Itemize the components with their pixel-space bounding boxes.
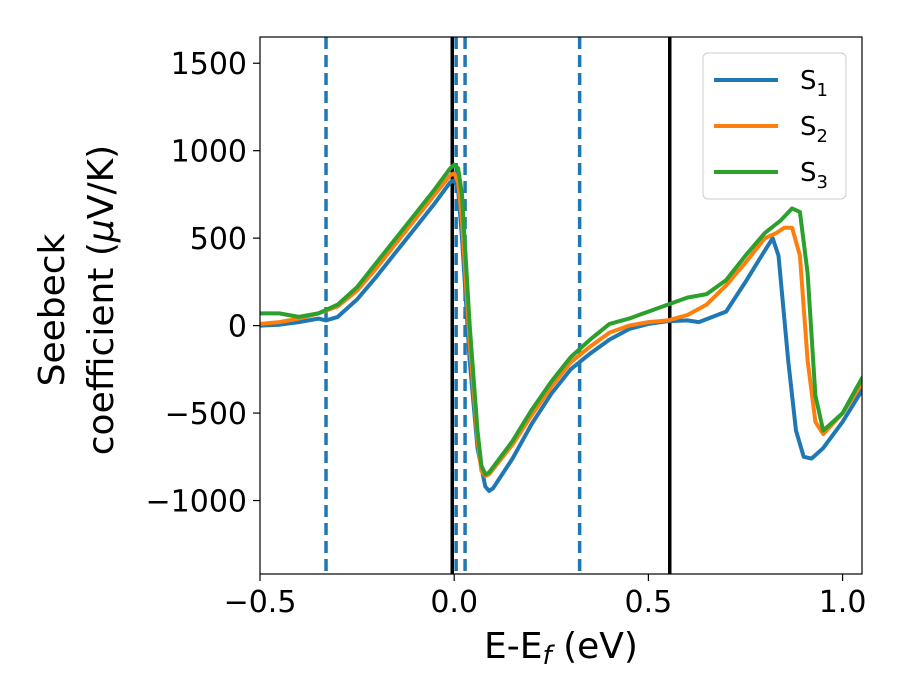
series-line-S2 bbox=[260, 171, 862, 478]
legend-label-main: S bbox=[800, 158, 817, 188]
plot-frame bbox=[259, 36, 863, 575]
y-tick-label: 500 bbox=[190, 222, 247, 257]
legend-label-sub: 1 bbox=[817, 80, 828, 101]
y-tick-label: 1500 bbox=[171, 47, 247, 82]
legend-label-main: S bbox=[800, 66, 817, 96]
legend-label-S1: S1 bbox=[800, 66, 828, 101]
x-tick-label: 0.5 bbox=[625, 585, 673, 620]
series-line-S3 bbox=[260, 162, 862, 477]
y-tick-label: −500 bbox=[165, 397, 247, 432]
y-tick-label: −1000 bbox=[146, 485, 247, 520]
x-axis-label-suffix: (eV) bbox=[552, 626, 638, 667]
series-line-S1 bbox=[260, 178, 862, 493]
legend-label-sub: 2 bbox=[817, 126, 828, 147]
y-axis-label-line2: coefficient ( bbox=[81, 242, 122, 455]
y-axis-label-2: coefficient (μV/K) bbox=[81, 145, 122, 455]
x-axis-label: E-Ef (eV) bbox=[484, 626, 638, 671]
legend-label-S3: S3 bbox=[800, 158, 828, 193]
x-tick-label: −0.5 bbox=[224, 585, 297, 620]
x-tick-label: 0.0 bbox=[430, 585, 478, 620]
y-axis-label-line2-end: V/K) bbox=[81, 145, 122, 219]
x-axis-ticks: −0.5 0.0 0.5 1.0 bbox=[224, 574, 867, 620]
legend-label-S2: S2 bbox=[800, 112, 828, 147]
y-axis-label-line1: Seebeck bbox=[32, 233, 73, 386]
x-axis-label-main: E-E bbox=[484, 626, 542, 667]
y-axis-label: Seebeck bbox=[32, 233, 73, 386]
series-lines bbox=[260, 162, 862, 493]
legend-label-main: S bbox=[800, 112, 817, 142]
y-axis-ticks: −1000 −500 0 500 1000 1500 bbox=[146, 47, 260, 520]
y-axis-label-mu: μ bbox=[81, 219, 122, 243]
y-tick-label: 0 bbox=[228, 310, 247, 345]
vertical-lines bbox=[324, 37, 672, 574]
legend-label-sub: 3 bbox=[817, 172, 828, 193]
y-tick-label: 1000 bbox=[171, 135, 247, 170]
x-tick-label: 1.0 bbox=[819, 585, 867, 620]
